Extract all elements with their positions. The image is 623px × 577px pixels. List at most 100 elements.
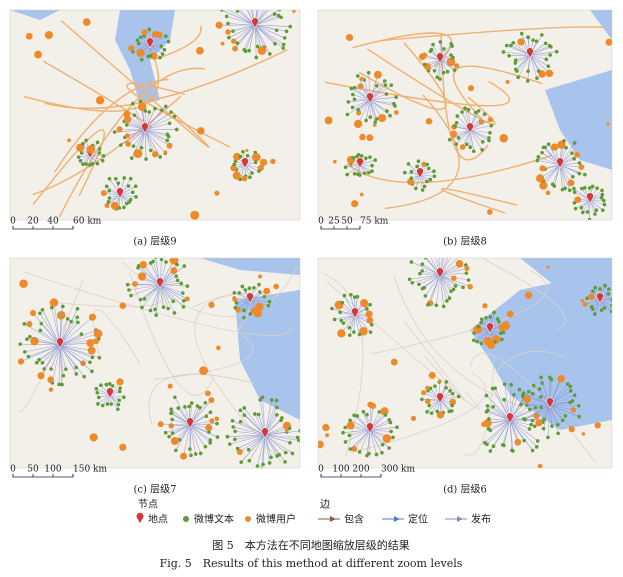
text-node [593,212,597,216]
text-node [259,467,263,468]
text-node [100,403,105,408]
graph-edge [502,419,511,445]
text-node [181,305,186,309]
text-node [351,92,355,97]
legend-marker [136,512,144,523]
text-node [64,367,68,371]
graph-edge [59,344,92,351]
text-node [526,35,531,40]
text-node [594,208,599,213]
text-node [356,172,360,177]
user-node [351,446,358,452]
user-node [570,407,577,413]
text-node [476,109,481,113]
text-node [40,307,45,312]
text-node [602,306,607,310]
graph-edge [369,429,390,449]
map-road [452,65,543,119]
user-node [546,265,550,269]
text-node [587,217,592,220]
graph-edge [515,54,531,61]
graph-edge [559,164,572,184]
text-node [589,305,594,309]
place-node [116,187,124,199]
graph-edge [439,268,468,276]
text-node [543,41,548,46]
text-node [368,115,373,119]
user-node [86,339,95,347]
graph-edge [549,404,553,427]
text-node [598,287,602,291]
graph-edge [228,10,256,26]
graph-edge [549,404,566,417]
user-node [19,279,28,288]
graph-edge [159,284,188,287]
panel-border [317,257,613,469]
graph-edge [127,129,146,137]
text-node [169,110,173,114]
user-node [270,158,276,165]
text-node [356,153,361,157]
graph-edge [254,24,285,39]
user-node [232,171,241,180]
text-node [438,77,442,81]
graph-edge [366,429,371,456]
map-road [154,25,202,61]
text-node [242,308,246,312]
text-node [414,186,418,191]
text-node [544,57,549,62]
graph-edge [159,284,183,294]
text-node [377,410,382,414]
graph-edge [128,284,161,291]
graph-edge [354,314,371,333]
text-node [347,333,352,338]
text-node [509,382,513,387]
graph-edge [237,434,266,449]
user-node [373,70,382,79]
graph-edge [369,99,377,120]
user-node [454,63,460,69]
text-node [241,149,245,154]
graph-edge [484,419,511,443]
graph-edge [120,129,146,146]
graph-edge [119,194,130,203]
graph-edge [522,395,551,406]
text-node [583,172,587,177]
user-node [557,374,566,383]
map-road [440,187,518,214]
graph-edge [503,51,531,56]
text-node [539,405,543,410]
text-node [425,248,429,252]
text-node [501,330,506,335]
text-node [110,384,115,388]
graph-edge [235,430,266,436]
text-node [463,106,467,111]
graph-edge [140,284,161,300]
text-node [445,69,450,74]
scale-label: 150 km [73,465,107,475]
text-node [420,397,424,402]
scale-label: 300 km [381,465,415,475]
place-node [366,422,374,434]
user-node [141,29,148,36]
user-node [360,299,369,308]
user-node [451,275,457,281]
text-node [487,138,491,143]
text-node [282,36,287,40]
text-node [539,395,543,399]
user-node [517,38,525,46]
text-node [151,259,155,264]
text-node [179,281,184,286]
user-node [285,429,289,433]
graph-edge [227,24,256,33]
text-node [343,440,348,444]
text-node [395,425,399,430]
graph-edge [59,344,93,358]
user-node [588,293,595,301]
text-node [519,402,523,407]
graph-edge [427,274,441,305]
graph-edge [549,404,559,425]
user-node [88,313,97,321]
graph-edge [254,24,257,58]
